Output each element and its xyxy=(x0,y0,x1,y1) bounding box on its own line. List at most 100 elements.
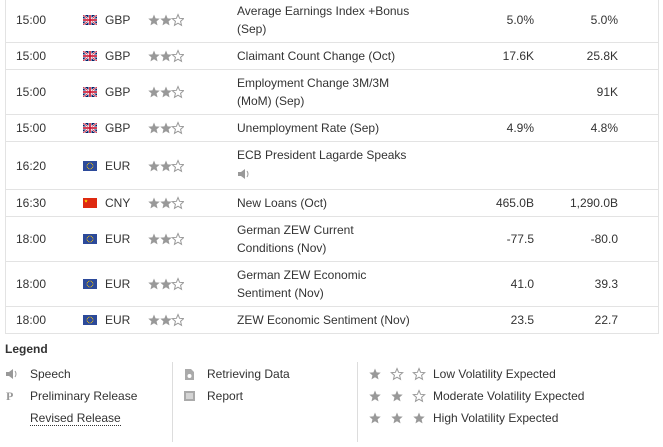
event-cell: German ZEW Current Conditions (Nov) xyxy=(237,221,413,257)
volatility-stars xyxy=(148,49,184,63)
star xyxy=(160,233,172,245)
flag-part xyxy=(86,319,88,321)
flag-part xyxy=(92,238,94,240)
flag-icon xyxy=(83,198,97,208)
calendar-row: 15:00 GBP Employment Change 3M/3M (MoM) (S… xyxy=(6,70,658,115)
flag-cell xyxy=(83,160,105,171)
flag-part xyxy=(86,283,88,285)
flag-part xyxy=(88,316,89,318)
flag-part xyxy=(89,241,91,243)
star xyxy=(391,390,403,402)
flag-part xyxy=(83,315,97,325)
flag-part xyxy=(83,91,97,93)
actual: 465.0B xyxy=(495,196,534,210)
star xyxy=(148,122,160,134)
flag-part xyxy=(89,316,91,318)
flag-part xyxy=(83,198,97,208)
volatility-stars xyxy=(148,85,184,99)
currency: GBP xyxy=(105,13,131,27)
flag-icon xyxy=(83,279,97,289)
volatility-stars xyxy=(148,196,184,210)
flag-part xyxy=(89,286,91,288)
forecast: 22.7 xyxy=(594,313,618,327)
flag-part xyxy=(92,321,94,322)
volatility-cell xyxy=(148,49,237,63)
volatility-stars xyxy=(148,13,184,27)
star xyxy=(369,368,381,380)
separator xyxy=(172,362,173,442)
actual: 23.5 xyxy=(510,313,534,327)
volatility-stars xyxy=(369,412,425,424)
calendar-table: 15:00 GBP Average Earnings Index +Bonus (S… xyxy=(5,0,659,334)
star xyxy=(171,196,184,210)
calendar-row: 15:00 GBP Average Earnings Index +Bonus (S… xyxy=(6,0,658,43)
event-name: ECB President Lagarde Speaks xyxy=(237,148,407,162)
volatility-stars xyxy=(369,367,426,381)
flag-icon xyxy=(83,15,97,25)
star xyxy=(171,158,184,172)
flag-part xyxy=(91,162,92,164)
flag-part xyxy=(92,318,94,319)
calendar-row: 16:20 EUR ECB President Lagarde Speaks xyxy=(6,142,658,190)
flag-part xyxy=(84,199,88,203)
flag-part xyxy=(83,160,97,171)
star xyxy=(160,14,172,26)
currency: GBP xyxy=(105,49,131,63)
legend-label: Retrieving Data xyxy=(207,367,290,381)
event-name: Claimant Count Change (Oct) xyxy=(237,49,396,63)
star xyxy=(148,50,160,62)
retrieving-icon xyxy=(185,369,194,380)
volatility-cell xyxy=(148,277,237,291)
star xyxy=(390,367,404,381)
star xyxy=(171,13,184,27)
legend-label: Moderate Volatility Expected xyxy=(433,389,585,403)
flag-part xyxy=(86,163,88,165)
forecast: 1,290.0B xyxy=(569,196,618,210)
star xyxy=(148,197,160,209)
event-name: New Loans (Oct) xyxy=(237,196,328,210)
flag-cell xyxy=(83,15,105,25)
star xyxy=(148,86,160,98)
flag-part xyxy=(86,285,88,286)
star xyxy=(148,233,160,245)
time: 18:00 xyxy=(16,277,47,291)
star xyxy=(160,50,172,62)
flag-part xyxy=(89,162,91,163)
legend-label: Low Volatility Expected xyxy=(433,367,556,381)
flag-part xyxy=(92,283,94,285)
flag-part xyxy=(83,127,97,129)
flag-part xyxy=(91,322,92,324)
flag-cell xyxy=(83,279,105,289)
speech-icon xyxy=(6,369,17,379)
flag-part xyxy=(83,55,97,57)
flag-part xyxy=(86,318,88,319)
legend: Legend Speech P Preliminary Release Revi… xyxy=(0,338,663,447)
flag-part xyxy=(91,286,92,288)
flag-part xyxy=(88,241,89,243)
star xyxy=(391,412,403,424)
flag-part xyxy=(89,322,91,324)
volatility-stars xyxy=(369,389,426,403)
speech-icon xyxy=(238,169,249,179)
event-name: Average Earnings Index +Bonus (Sep) xyxy=(237,4,410,36)
flag-part xyxy=(88,322,89,324)
flag-cell xyxy=(83,315,105,325)
flag-part xyxy=(92,282,94,283)
legend-label: Preliminary Release xyxy=(30,389,138,403)
time: 15:00 xyxy=(16,85,47,99)
flag-part xyxy=(88,235,89,237)
star xyxy=(160,314,172,326)
flag-cell xyxy=(83,234,105,244)
flag-part xyxy=(92,237,94,238)
star xyxy=(148,278,160,290)
star xyxy=(369,412,381,424)
legend-label: High Volatility Expected xyxy=(433,411,559,425)
event-name: ZEW Economic Sentiment (Nov) xyxy=(237,313,410,327)
star xyxy=(369,390,381,402)
event-name: German ZEW Current Conditions (Nov) xyxy=(237,223,354,255)
event-cell: Unemployment Rate (Sep) xyxy=(237,119,413,137)
volatility-stars xyxy=(148,232,184,246)
flag-part xyxy=(83,234,97,244)
icon-part xyxy=(238,169,245,179)
